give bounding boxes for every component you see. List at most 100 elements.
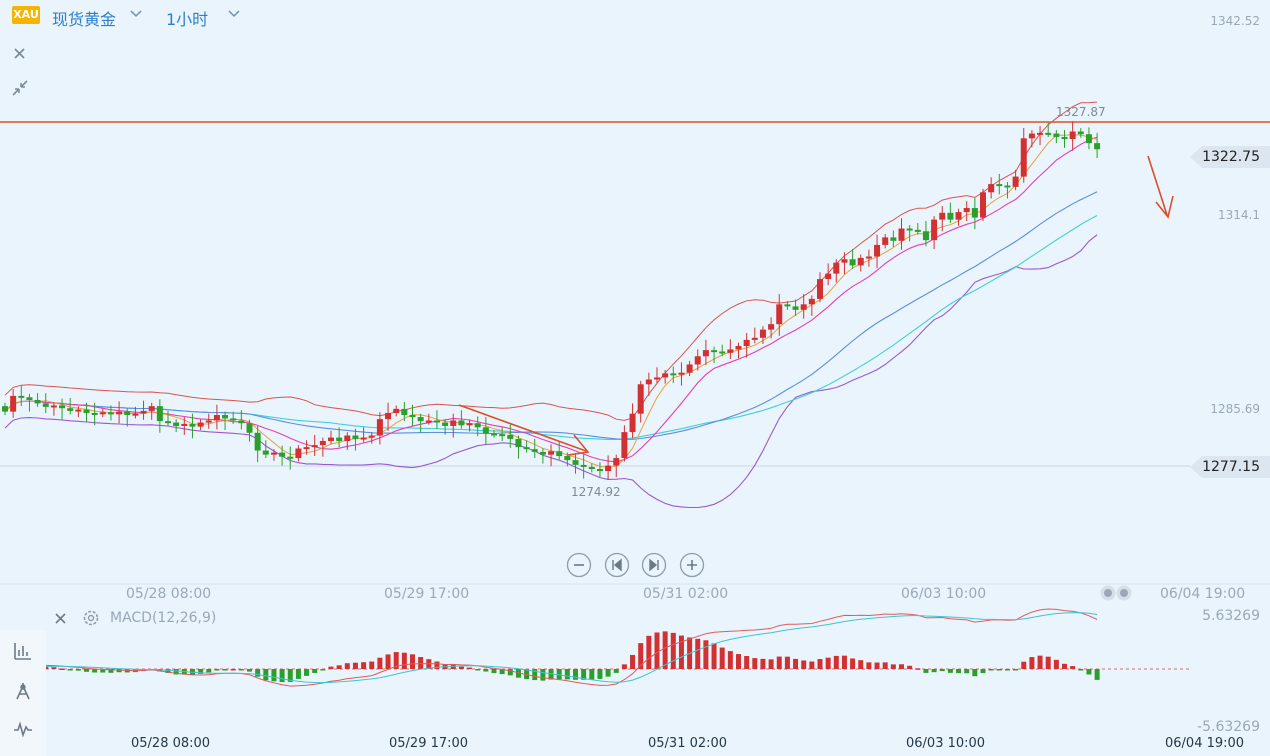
candle	[173, 422, 180, 426]
macd-bar	[165, 669, 171, 673]
macd-bar	[662, 631, 668, 669]
zoom-out-button[interactable]	[566, 552, 592, 578]
macd-bar	[344, 663, 350, 669]
macd-bar	[336, 665, 342, 669]
macd-dea-line	[46, 612, 1098, 684]
candle	[319, 440, 326, 446]
macd-axis-lower: -5.63269	[1197, 719, 1260, 735]
chevron-down-icon[interactable]	[224, 6, 244, 22]
bollinger-lower-line	[4, 234, 1098, 509]
candle	[670, 373, 677, 376]
candle	[580, 464, 587, 467]
macd-bar	[263, 669, 269, 681]
candle	[42, 403, 49, 407]
macd-bar	[817, 659, 823, 669]
candle	[1012, 176, 1019, 187]
candle	[336, 437, 343, 441]
candle	[637, 384, 644, 414]
symbol-selector[interactable]: 现货黄金	[52, 10, 117, 29]
macd-bar	[116, 669, 122, 673]
candle	[124, 411, 131, 416]
macd-bar	[1094, 669, 1100, 680]
macd-bar	[108, 669, 114, 673]
support-price-tag: 1277.15	[1190, 456, 1270, 478]
candle	[1020, 138, 1027, 177]
candle	[776, 304, 783, 325]
macd-label: MACD(12,26,9)	[110, 610, 217, 626]
scroll-to-end-button[interactable]	[641, 552, 667, 578]
candle	[922, 231, 929, 241]
macd-bar	[678, 635, 684, 669]
price-chart[interactable]	[0, 0, 1270, 600]
gear-icon[interactable]	[81, 608, 101, 628]
macd-bar	[646, 635, 652, 669]
macd-bar	[654, 632, 660, 669]
macd-bar	[222, 669, 228, 671]
chevron-down-icon[interactable]	[126, 6, 146, 22]
macd-x-axis-label: 05/29 17:00	[389, 736, 469, 751]
candle	[10, 395, 17, 412]
candle	[613, 458, 620, 466]
macd-bar	[1078, 669, 1084, 671]
toggle-dots-icon[interactable]	[1096, 583, 1136, 603]
macd-bar	[499, 669, 505, 675]
candle	[1053, 133, 1060, 137]
macd-bar	[939, 669, 945, 672]
macd-bar	[247, 669, 252, 672]
macd-bar	[507, 669, 513, 676]
candle	[971, 208, 978, 218]
macd-bar	[947, 669, 953, 673]
macd-bar	[458, 666, 464, 669]
candle	[491, 433, 497, 436]
candle	[230, 418, 237, 421]
macd-bar	[1086, 669, 1092, 675]
macd-bar	[1021, 661, 1027, 669]
macd-bar	[923, 669, 929, 673]
candle	[735, 346, 742, 350]
close-icon[interactable]	[52, 610, 70, 628]
pulse-icon[interactable]	[12, 718, 34, 740]
scroll-to-start-button[interactable]	[604, 552, 630, 578]
candle	[800, 304, 807, 310]
candle	[548, 451, 555, 455]
candle	[784, 304, 791, 307]
candle	[874, 244, 881, 257]
collapse-icon[interactable]	[10, 78, 30, 98]
macd-bar	[597, 669, 603, 679]
macd-bar	[59, 668, 65, 671]
candle	[890, 237, 897, 241]
macd-bar	[361, 662, 367, 669]
candle	[564, 456, 571, 461]
bar-chart-icon[interactable]	[12, 640, 34, 662]
candle	[629, 413, 636, 433]
candle	[556, 451, 563, 457]
candle	[768, 324, 775, 330]
candle	[75, 409, 82, 412]
macd-bar	[556, 669, 562, 680]
candle	[59, 405, 66, 409]
candle	[808, 298, 815, 305]
candle	[344, 435, 351, 441]
macd-chart[interactable]	[46, 600, 1190, 756]
compass-icon[interactable]	[12, 680, 34, 702]
macd-bar	[287, 669, 293, 682]
macd-bar	[418, 657, 424, 669]
candle	[270, 452, 277, 455]
candle	[401, 408, 408, 416]
macd-x-axis-label: 05/31 02:00	[648, 736, 728, 751]
price-axis-top: 1342.52	[1210, 14, 1260, 28]
close-icon[interactable]	[10, 44, 30, 64]
candle	[311, 445, 318, 448]
high-label: 1327.87	[1056, 105, 1106, 119]
zoom-in-button[interactable]	[679, 552, 705, 578]
macd-bar	[711, 643, 717, 669]
candle	[963, 208, 970, 213]
macd-bar	[352, 662, 358, 669]
macd-bar	[532, 669, 538, 681]
macd-bar	[866, 662, 872, 669]
candle	[507, 434, 514, 439]
macd-bar	[214, 669, 220, 671]
candle	[596, 468, 603, 472]
timeframe-selector[interactable]: 1小时	[166, 10, 209, 29]
candle	[1028, 133, 1035, 139]
